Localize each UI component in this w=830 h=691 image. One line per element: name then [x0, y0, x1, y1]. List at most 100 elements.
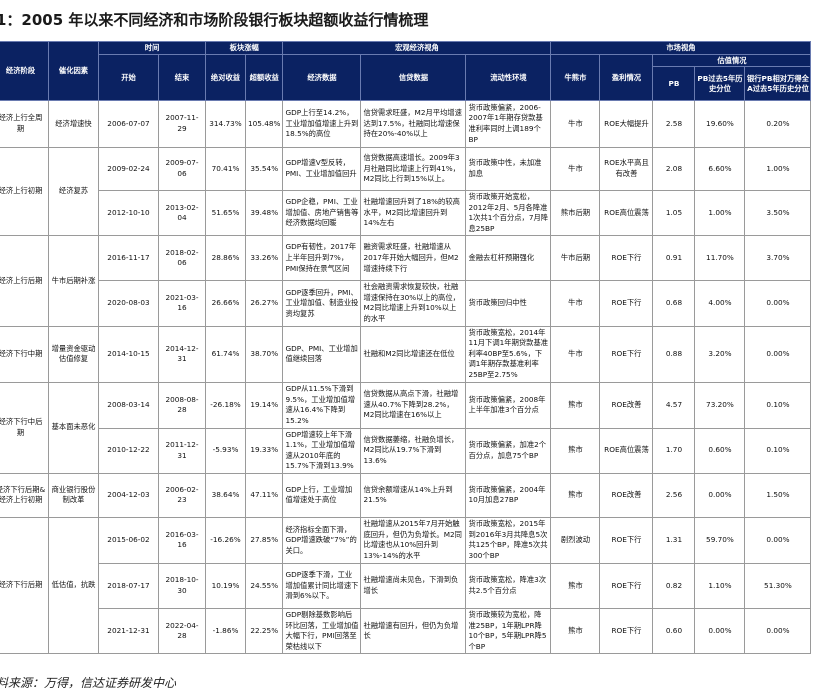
absolute-return: 70.41%: [205, 147, 246, 191]
economic-data: GDP逐季下滑，工业增加值累计同比增速下滑到6%以下。: [282, 562, 362, 609]
pb-percentile: 11.70%: [694, 235, 746, 282]
header-macro: 宏观经济视角: [282, 41, 552, 55]
pb-value: 0.91: [652, 235, 696, 282]
excess-return: 35.54%: [244, 147, 284, 191]
pb-value: 0.68: [652, 280, 696, 327]
source-note: 料来源：万得，信达证券研发中心: [0, 676, 177, 690]
relative-pb-percentile: 3.70%: [744, 235, 812, 282]
catalyst: 经济复苏: [48, 146, 99, 237]
profitability: ROE改善: [599, 381, 654, 429]
profitability: ROE下行: [599, 235, 654, 282]
relative-pb-percentile: 0.00%: [744, 607, 812, 655]
pb-value: 2.56: [652, 472, 696, 518]
bull-bear-market: 熊市: [550, 381, 601, 429]
table-row: 经济下行中期 增量资金驱动估值修复 2014-10-15 2014-12-31 61.7…: [0, 325, 812, 383]
absolute-return: 38.64%: [205, 472, 246, 518]
economic-stage: 经济下行中后期: [0, 381, 49, 474]
end-date: 2006-02-23: [158, 472, 206, 518]
relative-pb-percentile: 1.00%: [744, 147, 812, 191]
excess-return: 22.25%: [244, 607, 284, 655]
credit-data: 信贷数据高速增长。2009年3月社融同比增速上行到41%，M2同比上行到15%以…: [360, 147, 467, 191]
start-date: 2004-12-03: [98, 472, 159, 518]
pb-percentile: 3.20%: [694, 325, 746, 383]
end-date: 2009-07-06: [158, 147, 206, 191]
start-date: 2014-10-15: [98, 325, 159, 383]
profitability: ROE下行: [599, 562, 654, 609]
header-econ-data: 经济数据: [282, 54, 362, 101]
header-end: 结束: [158, 54, 206, 101]
pb-percentile: 1.10%: [694, 562, 746, 609]
excess-return: 39.48%: [244, 189, 284, 237]
economic-stage: 经济上行初期: [0, 146, 49, 237]
header-time: 时间: [98, 41, 206, 55]
excess-return: 19.14%: [244, 381, 284, 429]
liquidity-environment: 货币政策宽松，降准3次共2.5个百分点: [465, 562, 552, 609]
excess-return: 27.85%: [244, 516, 284, 564]
economic-data: GDP增速V型反转，PMI、工业增加值回升: [282, 147, 362, 191]
pb-value: 1.70: [652, 427, 696, 474]
bull-bear-market: 熊市: [550, 607, 601, 655]
excess-return: 38.70%: [244, 325, 284, 383]
header-pb-percentile: PB过去5年历史分位: [694, 66, 746, 101]
economic-data: GDP上行，工业增加值增速处于高位: [282, 472, 362, 518]
credit-data: 信贷余额增速从14%上升到21.5%: [360, 472, 467, 518]
pb-percentile: 6.60%: [694, 147, 746, 191]
pb-value: 2.58: [652, 100, 696, 148]
profitability: ROE下行: [599, 516, 654, 564]
relative-pb-percentile: 0.10%: [744, 381, 812, 429]
economic-data: GDP有韧性，2017年上半年回升到7%，PMI保持在景气区间: [282, 235, 362, 282]
header-excess-return: 超额收益: [244, 54, 284, 101]
liquidity-environment: 货币政策较为宽松，降准25BP，1年期LPR降10个BP，5年期LPR降5个BP: [465, 607, 552, 655]
header-profit: 盈利情况: [599, 54, 654, 101]
table-row: 2018-07-17 2018-10-30 10.19% 24.55% GDP逐季下滑，…: [0, 562, 812, 609]
table-row: 经济下行后期 低估值，抗跌 2015-06-02 2016-03-16 -16.26% 2…: [0, 516, 812, 655]
profitability: ROE下行: [599, 280, 654, 327]
profitability: ROE高位震荡: [599, 189, 654, 237]
pb-percentile: 19.60%: [694, 100, 746, 148]
bull-bear-market: 牛市: [550, 280, 601, 327]
credit-data: 信贷数据从高点下滑，社融增速从40.7%下降到28.2%，M2同比增速在16%以…: [360, 381, 467, 429]
pb-value: 1.31: [652, 516, 696, 564]
economic-data: GDP、PMI、工业增加值继续回落: [282, 325, 362, 383]
table-title: 1：2005 年以来不同经济和市场阶段银行板块超额收益行情梳理: [0, 11, 429, 29]
credit-data: 信贷需求旺盛，M2月平均增速达到17.5%，社融同比增速保持在20%-40%以上: [360, 100, 467, 148]
header-bull-bear: 牛熊市: [550, 54, 601, 101]
catalyst: 牛市后期补涨: [48, 235, 99, 327]
bull-bear-market: 牛市: [550, 147, 601, 191]
absolute-return: 26.66%: [205, 280, 246, 327]
credit-data: 社融增速回升到了18%的较高水平，M2同比增速回升到14%左右: [360, 189, 467, 237]
bull-bear-market: 熊市后期: [550, 189, 601, 237]
header-sector-change: 板块涨幅: [204, 41, 284, 55]
end-date: 2018-10-30: [158, 562, 206, 609]
table-row: 2010-12-22 2011-12-31 -5.93% 19.33% GDP增速较上年…: [0, 427, 812, 474]
start-date: 2016-11-17: [98, 235, 159, 282]
start-date: 2006-07-07: [98, 100, 159, 148]
pb-percentile: 0.00%: [694, 607, 746, 655]
start-date: 2021-12-31: [98, 607, 159, 655]
profitability: ROE下行: [599, 325, 654, 383]
relative-pb-percentile: 3.50%: [744, 189, 812, 237]
pb-percentile: 0.60%: [694, 427, 746, 474]
economic-stage: 经济下行中期: [0, 325, 49, 383]
pb-percentile: 0.00%: [694, 472, 746, 518]
absolute-return: 51.65%: [205, 189, 246, 237]
table-row: 经济上行初期 经济复苏 2009-02-24 2009-07-06 70.41% 35.5…: [0, 146, 812, 237]
relative-pb-percentile: 0.00%: [744, 280, 812, 327]
liquidity-environment: 金融去杠杆预期强化: [465, 235, 552, 282]
table-row: 2012-10-10 2013-02-04 51.65% 39.48% GDP企稳，PM…: [0, 189, 812, 237]
economic-data: GDP从11.5%下滑到9.5%，工业增加值增速从16.4%下降到15.2%: [282, 381, 362, 429]
excess-return: 24.55%: [244, 562, 284, 609]
end-date: 2008-08-28: [158, 381, 206, 429]
absolute-return: -16.26%: [205, 516, 246, 564]
excess-return: 26.27%: [244, 280, 284, 327]
absolute-return: 28.86%: [205, 235, 246, 282]
liquidity-environment: 货币政策偏紧，2004年10月加息27BP: [465, 472, 552, 518]
end-date: 2013-02-04: [158, 189, 206, 237]
table-row: 经济上行全周期 经济增速快 2006-07-07 2007-11-29 314.73% 1…: [0, 100, 812, 148]
table-row: 经济上行后期 牛市后期补涨 2016-11-17 2018-02-06 28.86% 33…: [0, 235, 812, 327]
catalyst: 增量资金驱动估值修复: [48, 325, 99, 383]
relative-pb-percentile: 1.50%: [744, 472, 812, 518]
pb-percentile: 59.70%: [694, 516, 746, 564]
absolute-return: 61.74%: [205, 325, 246, 383]
start-date: 2010-12-22: [98, 427, 159, 474]
